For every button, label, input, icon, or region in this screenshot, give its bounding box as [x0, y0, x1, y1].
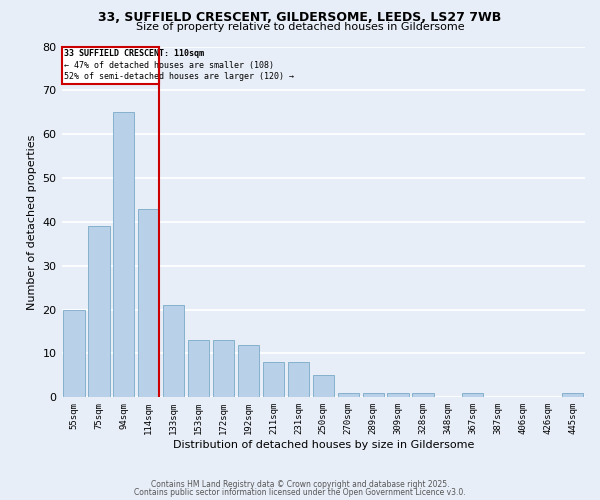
Bar	[288, 362, 309, 398]
Bar	[138, 209, 160, 398]
Bar	[338, 393, 359, 398]
Bar	[313, 376, 334, 398]
Bar	[388, 393, 409, 398]
Bar	[562, 393, 583, 398]
FancyBboxPatch shape	[62, 46, 160, 84]
Text: Contains public sector information licensed under the Open Government Licence v3: Contains public sector information licen…	[134, 488, 466, 497]
Bar	[88, 226, 110, 398]
Bar	[163, 305, 184, 398]
Text: Size of property relative to detached houses in Gildersome: Size of property relative to detached ho…	[136, 22, 464, 32]
Bar	[362, 393, 384, 398]
Text: Contains HM Land Registry data © Crown copyright and database right 2025.: Contains HM Land Registry data © Crown c…	[151, 480, 449, 489]
Bar	[263, 362, 284, 398]
Bar	[188, 340, 209, 398]
Text: 52% of semi-detached houses are larger (120) →: 52% of semi-detached houses are larger (…	[64, 72, 294, 81]
Text: 33, SUFFIELD CRESCENT, GILDERSOME, LEEDS, LS27 7WB: 33, SUFFIELD CRESCENT, GILDERSOME, LEEDS…	[98, 11, 502, 24]
Text: 33 SUFFIELD CRESCENT: 110sqm: 33 SUFFIELD CRESCENT: 110sqm	[64, 48, 204, 58]
Bar	[64, 310, 85, 398]
Bar	[462, 393, 484, 398]
Y-axis label: Number of detached properties: Number of detached properties	[27, 134, 37, 310]
Bar	[213, 340, 234, 398]
Bar	[412, 393, 434, 398]
Bar	[113, 112, 134, 398]
Text: ← 47% of detached houses are smaller (108): ← 47% of detached houses are smaller (10…	[64, 60, 274, 70]
X-axis label: Distribution of detached houses by size in Gildersome: Distribution of detached houses by size …	[173, 440, 474, 450]
Bar	[238, 344, 259, 398]
